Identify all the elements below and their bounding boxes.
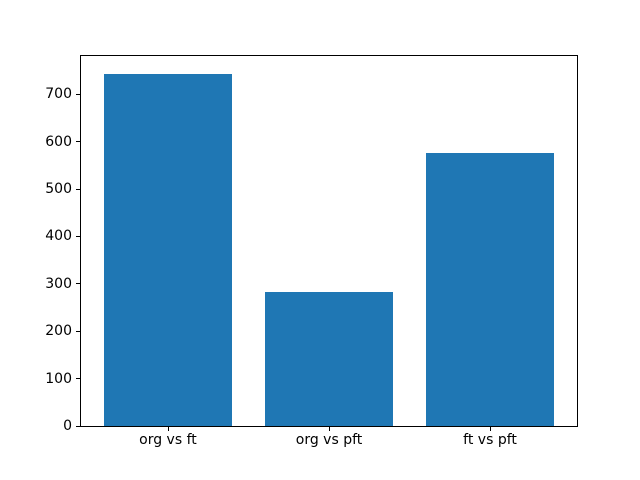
y-tick: [76, 141, 80, 143]
bar-ft-vs-pft: [425, 153, 555, 426]
y-tick-label: 300: [45, 275, 72, 292]
y-tick-label: 500: [45, 181, 72, 198]
x-tick: [329, 427, 330, 431]
x-tick: [167, 427, 169, 431]
x-tick-label: ft vs pft: [463, 432, 517, 448]
y-tick-label: 200: [45, 323, 72, 340]
plot-area: org vs ft org vs pft ft vs pft 0 100 200 300 40…: [45, 55, 578, 447]
y-tick-label: 600: [45, 133, 72, 150]
y-tick: [76, 330, 80, 332]
bar-org-vs-pft: [264, 291, 394, 426]
y-tick: [76, 93, 80, 95]
y-tick: [76, 378, 80, 380]
y-tick-label: 100: [45, 370, 72, 387]
x-tick-label: org vs ft: [139, 432, 197, 448]
y-tick-label: 0: [63, 418, 72, 434]
y-tick: [76, 235, 80, 237]
y-tick-label: 400: [45, 228, 72, 245]
y-tick: [76, 425, 80, 427]
bar-org-vs-ft: [103, 73, 233, 426]
y-tick-label: 700: [45, 86, 72, 103]
x-tick-label: org vs pft: [295, 432, 363, 448]
y-tick: [76, 188, 80, 190]
x-tick: [490, 427, 492, 431]
y-tick: [76, 283, 80, 285]
